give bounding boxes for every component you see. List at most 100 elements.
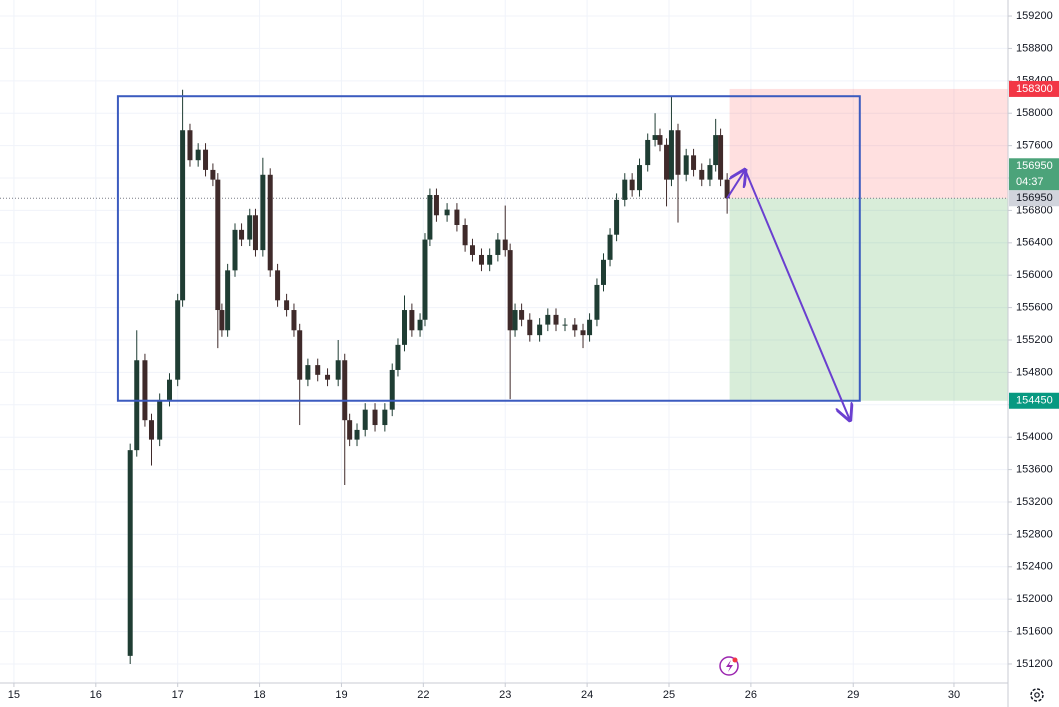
candle-body: [637, 165, 643, 191]
candle-body: [215, 179, 221, 311]
last-price-label: 156950: [1016, 160, 1053, 172]
y-tick-label: 157600: [1016, 140, 1053, 152]
candle-body: [167, 379, 173, 400]
y-tick-label: 153600: [1016, 463, 1053, 475]
candle-body: [275, 270, 281, 301]
candle-body: [545, 314, 551, 325]
candle-body: [507, 250, 513, 331]
candle-body: [444, 209, 450, 216]
candle-body: [157, 399, 163, 440]
arrow: [744, 169, 850, 420]
target-price-label-box: [1009, 392, 1059, 409]
stop-price-label-box: [1009, 80, 1059, 97]
candle-body: [247, 215, 253, 240]
lightning-icon[interactable]: [719, 656, 739, 676]
y-tick-label: 155200: [1016, 334, 1053, 346]
candle-body: [512, 310, 518, 331]
candle-body: [142, 360, 148, 421]
x-tick-label: 30: [948, 689, 960, 701]
candle-body: [652, 135, 658, 140]
candle-body: [305, 365, 311, 380]
candle-body: [225, 270, 231, 331]
candle-body: [284, 300, 290, 311]
candle-body: [260, 174, 266, 251]
candle-body: [267, 174, 273, 271]
x-tick-label: 18: [253, 689, 265, 701]
candle-body: [462, 224, 468, 246]
candle-body: [519, 310, 525, 320]
candle-body: [645, 139, 651, 166]
candles: [127, 89, 730, 664]
candle-body: [478, 254, 484, 265]
axes: 151200 151600 152000 152400 152800 153200 1536…: [8, 10, 1059, 701]
candle-body: [175, 300, 181, 380]
y-tick-label: 154000: [1016, 431, 1053, 443]
candle-body: [675, 130, 681, 175]
candle-body: [422, 239, 428, 320]
grid: [0, 0, 1008, 683]
candle-body: [454, 209, 460, 225]
y-tick-label: 151600: [1016, 625, 1053, 637]
candle-body: [315, 365, 321, 375]
candle-body: [657, 135, 663, 145]
candle-body: [537, 324, 543, 336]
y-tick-label: 159200: [1016, 10, 1053, 22]
candle-body: [580, 330, 586, 336]
candle-body: [622, 179, 628, 200]
y-tick-label: 151200: [1016, 658, 1053, 670]
candle-body: [325, 374, 331, 380]
drawings: [116, 95, 861, 420]
arrow: [726, 170, 745, 199]
candle-body: [409, 310, 415, 331]
candle-body: [629, 179, 635, 191]
candle-body: [347, 420, 353, 440]
range-rectangle: [116, 95, 861, 402]
candle-body: [195, 149, 201, 161]
last-price-box: [1009, 158, 1059, 191]
candle-body: [335, 360, 341, 380]
position-zones: [0, 88, 1008, 401]
candle-body: [607, 234, 613, 260]
y-tick-label: 156800: [1016, 204, 1053, 216]
x-tick-label: 16: [90, 689, 102, 701]
candle-body: [252, 215, 258, 251]
candle-body: [362, 409, 368, 430]
candle-body: [180, 130, 186, 301]
candle-body: [297, 330, 303, 380]
candle-body: [594, 284, 600, 320]
candle-body: [354, 429, 360, 440]
candle-body: [148, 420, 154, 440]
y-tick-label: 152000: [1016, 593, 1053, 605]
candle-body: [291, 310, 297, 331]
candle-body: [691, 155, 697, 170]
y-tick-label: 155600: [1016, 302, 1053, 314]
candle-body: [713, 135, 719, 166]
stop-price-label: 158300: [1016, 83, 1053, 95]
target-zone: [729, 198, 1008, 401]
candle-body: [668, 130, 674, 180]
candle-body: [600, 259, 606, 285]
candle-body: [614, 199, 620, 235]
candle-body: [502, 239, 508, 251]
candle-body: [707, 165, 713, 180]
candle-body: [187, 130, 193, 161]
entry-price-label-box: [1009, 190, 1059, 207]
x-tick-label: 29: [847, 689, 859, 701]
settings-button[interactable]: [1030, 688, 1044, 702]
x-tick-label: 23: [499, 689, 511, 701]
candle-body: [382, 409, 388, 426]
candle-body: [395, 344, 401, 370]
target-price-label: 154450: [1016, 395, 1053, 407]
candle-body: [427, 195, 433, 240]
candle-body: [127, 450, 133, 656]
x-tick-label: 26: [745, 689, 757, 701]
y-tick-label: 156000: [1016, 269, 1053, 281]
x-tick-label: 15: [8, 689, 20, 701]
x-tick-label: 24: [581, 689, 593, 701]
y-tick-label: 152400: [1016, 561, 1053, 573]
candle-body: [210, 169, 216, 180]
candle-body: [372, 409, 378, 426]
x-tick-label: 19: [335, 689, 347, 701]
